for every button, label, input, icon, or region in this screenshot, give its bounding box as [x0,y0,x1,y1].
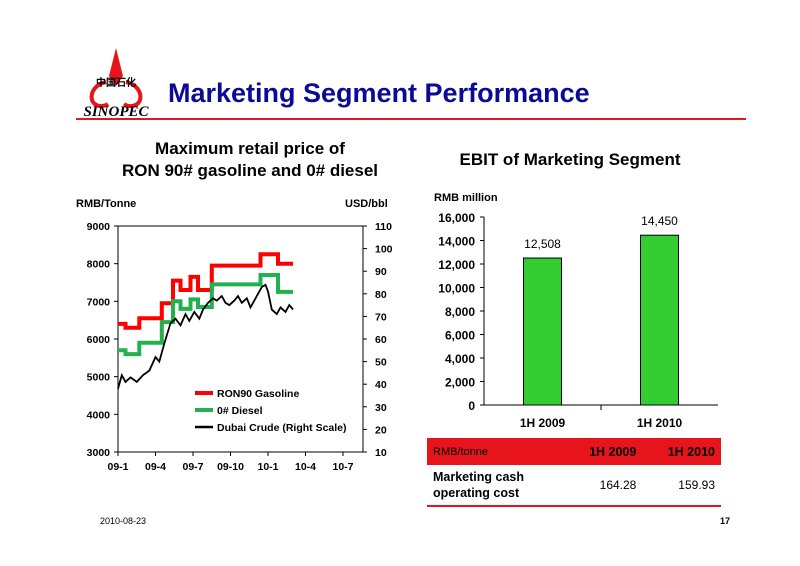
right-axis-tick-label: 40 [375,379,387,391]
line-chart-title: Maximum retail price of RON 90# gasoline… [100,138,400,182]
bar-value-label: 12,508 [524,237,561,251]
right-axis-tick-label: 20 [375,424,387,436]
bar-y-tick-label: 6,000 [445,329,475,343]
right-axis-tick-label: 60 [375,334,387,346]
cost-table-unit-header: RMB/tonne [433,445,489,458]
cost-value-2010: 159.93 [678,478,715,492]
cost-table-header-2009: 1H 2009 [589,444,637,459]
bar-y-tick-label: 12,000 [438,258,475,272]
left-axis-tick-label: 7000 [87,296,111,308]
right-axis-tick-label: 100 [375,244,393,256]
left-axis-tick-label: 8000 [87,259,111,271]
x-axis-tick-label: 09-7 [182,461,203,473]
legend-label-diesel-line: 0# Diesel [217,405,263,417]
ebit-bar [640,234,679,406]
footer-date: 2010-08-23 [100,516,147,526]
x-axis-tick-label: 09-1 [107,461,128,473]
x-axis-tick-label: 10-4 [295,461,316,473]
x-axis-tick-label: 09-4 [145,461,166,473]
bar-category-label: 1H 2009 [520,416,566,430]
left-axis-tick-label: 5000 [87,372,111,384]
cost-table-header-2010: 1H 2010 [667,444,715,459]
bar-value-label: 14,450 [641,214,678,228]
bar-y-tick-label: 2,000 [445,376,475,390]
right-axis-tick-label: 70 [375,311,387,323]
left-axis-tick-label: 3000 [87,447,111,459]
right-axis-tick-label: 90 [375,266,387,278]
right-axis-tick-label: 30 [375,402,387,414]
line-chart-title-line1: Maximum retail price of [155,139,345,158]
bar-y-tick-label: 4,000 [445,352,475,366]
x-axis-tick-label: 10-1 [257,461,278,473]
line-chart-title-line2: RON 90# gasoline and 0# diesel [121,161,379,180]
right-axis-tick-label: 110 [375,221,392,233]
right-axis-tick-label: 50 [375,357,387,369]
left-axis-tick-label: 4000 [87,409,111,421]
page-number: 17 [720,516,731,526]
line-chart-left-unit: RMB/Tonne [76,198,137,210]
cost-label-line1: Marketing cash [433,470,525,484]
cost-table-row-label: Marketing cash operating cost [427,465,564,506]
bar-y-tick-label: 8,000 [445,305,475,319]
right-axis-tick-label: 80 [375,289,387,301]
ebit-bar [523,257,562,406]
legend-label-crude-line: Dubai Crude (Right Scale) [217,422,347,434]
cost-table-header: RMB/tonne 1H 2009 1H 2010 [427,438,721,465]
legend-label-gasoline-line: RON90 Gasoline [217,388,299,400]
logo-brand-text: SINOPEC [83,104,149,120]
left-axis-tick-label: 6000 [87,334,111,346]
title-rule [76,118,746,120]
bar-y-tick-label: 14,000 [438,235,475,249]
cost-table: RMB/tonne 1H 2009 1H 2010 Marketing cash… [427,438,721,507]
bar-y-tick-label: 16,000 [438,211,475,225]
sinopec-logo: 中国石化 SINOPEC [83,48,149,120]
x-axis-tick-label: 10-7 [332,461,353,473]
left-axis-tick-label: 9000 [87,221,111,233]
cost-label-line2: operating cost [433,486,520,500]
page-title: Marketing Segment Performance [168,78,590,108]
bar-category-label: 1H 2010 [637,416,683,430]
bar-chart-title: EBIT of Marketing Segment [459,150,681,169]
x-axis-tick-label: 09-10 [217,461,244,473]
table-row: Marketing cash operating cost 164.28 159… [427,465,721,506]
diesel-line [118,273,293,357]
bar-y-tick-label: 10,000 [438,282,475,296]
logo-chinese-text: 中国石化 [96,76,136,89]
cost-value-2009: 164.28 [599,478,637,492]
crude-line [117,283,294,389]
right-axis-tick-label: 10 [375,447,387,459]
line-chart-right-unit: USD/bbl [345,198,388,210]
gasoline-line [118,252,293,330]
bar-y-tick-label: 0 [468,399,475,413]
bar-chart-unit: RMB million [434,192,498,204]
